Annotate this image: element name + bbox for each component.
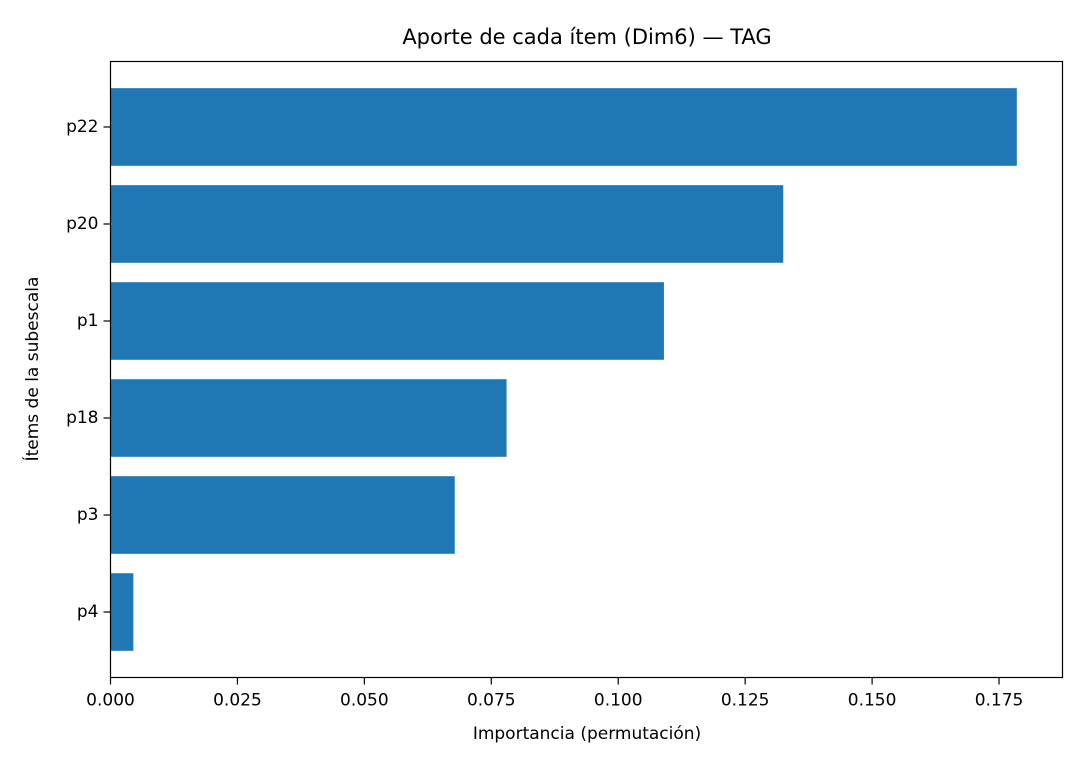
bar-p18 xyxy=(110,379,507,457)
x-axis: 0.000 0.025 0.050 0.075 0.100 0.125 0.150 0.175 xyxy=(86,677,1024,711)
y-tick-label: p18 xyxy=(66,408,98,428)
bars-group xyxy=(110,88,1017,651)
x-tick-label: 0.125 xyxy=(721,691,770,711)
y-tick-label: p22 xyxy=(66,117,98,137)
y-tick-label: p20 xyxy=(66,214,98,234)
bar-p1 xyxy=(110,282,664,360)
x-tick-label: 0.175 xyxy=(975,691,1024,711)
y-axis-label: Ítems de la subescala xyxy=(21,277,43,462)
y-tick-label: p4 xyxy=(77,602,99,622)
plot-frame xyxy=(109,60,1064,679)
bar-p22 xyxy=(110,88,1017,166)
x-tick-label: 0.075 xyxy=(467,691,516,711)
chart-title: Aporte de cada ítem (Dim6) — TAG xyxy=(402,25,771,49)
x-tick-label: 0.100 xyxy=(594,691,643,711)
bar-p20 xyxy=(110,185,784,263)
y-tick-label: p1 xyxy=(77,311,99,331)
bar-p3 xyxy=(110,476,455,554)
y-tick-label: p3 xyxy=(77,505,99,525)
x-tick-label: 0.150 xyxy=(848,691,897,711)
x-tick-label: 0.025 xyxy=(213,691,262,711)
x-tick-label: 0.000 xyxy=(86,691,135,711)
x-tick-label: 0.050 xyxy=(340,691,389,711)
x-axis-label: Importancia (permutación) xyxy=(473,724,701,744)
y-axis: p22 p20 p1 p18 p3 p4 xyxy=(66,117,111,622)
bar-p4 xyxy=(110,573,134,651)
